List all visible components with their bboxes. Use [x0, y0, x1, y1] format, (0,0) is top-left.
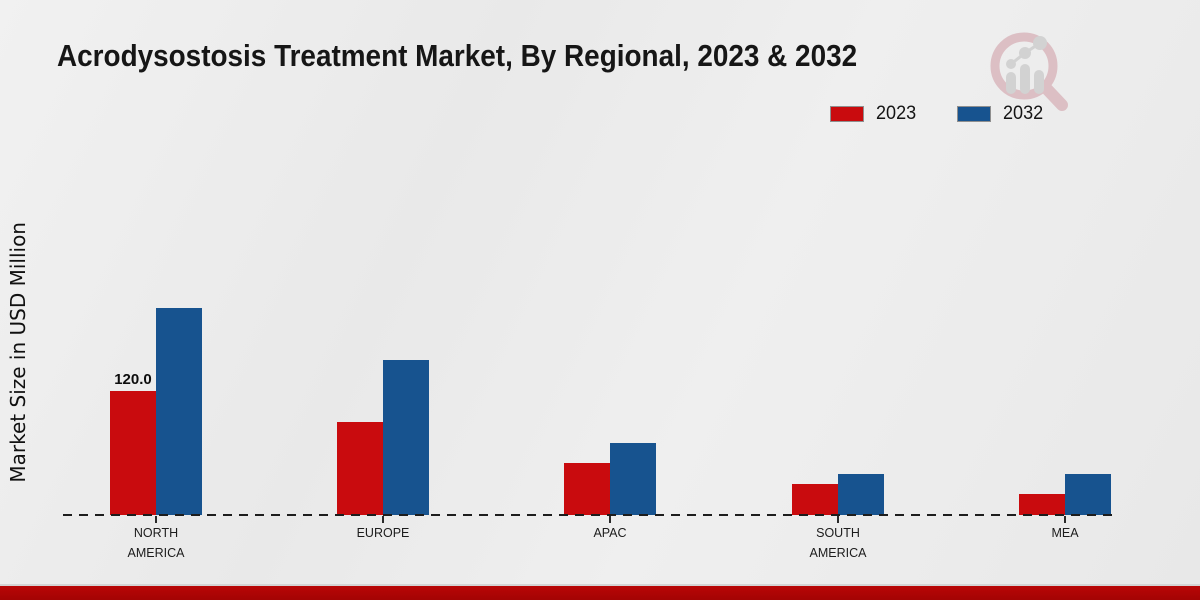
category-label-north-america: NORTH AMERICA [127, 526, 185, 561]
axis-tick-north-america [155, 516, 157, 523]
legend: 2023 2032 [830, 103, 1045, 125]
category-label-europe: EUROPE [356, 526, 410, 540]
legend-item-2023: 2023 [830, 103, 918, 125]
footer-brand-strip [0, 586, 1200, 600]
category-label-south-america: SOUTH AMERICA [809, 526, 867, 561]
legend-label-2023: 2023 [876, 103, 917, 124]
category-label-apac: APAC [593, 526, 627, 540]
axis-tick-europe [382, 516, 384, 523]
bar-2023-apac [564, 463, 610, 515]
bar-2023-south-america [792, 484, 838, 515]
bar-2032-apac [610, 442, 656, 515]
legend-label-2032: 2032 [1002, 103, 1043, 124]
bar-2032-north-america [156, 308, 202, 515]
axis-tick-mea [1064, 516, 1066, 523]
page-title: Acrodysostosis Treatment Market, By Regi… [57, 38, 858, 73]
magnifier-bar-chart-logo-icon [990, 32, 1068, 111]
bar-2023-mea [1019, 494, 1065, 515]
bar-2023-europe [337, 422, 383, 515]
bar-2023-north-america [110, 391, 156, 515]
x-axis-baseline [63, 514, 1113, 516]
legend-swatch-2023 [830, 106, 865, 122]
bar-2032-mea [1065, 473, 1111, 515]
axis-tick-apac [609, 516, 611, 523]
axis-tick-south-america [837, 516, 839, 523]
data-label-2023-north-america: 120.0 [114, 371, 152, 388]
legend-item-2032: 2032 [956, 103, 1045, 125]
bar-2032-europe [383, 360, 429, 515]
legend-swatch-2032 [956, 106, 991, 122]
bar-2032-south-america [838, 473, 884, 515]
category-label-mea: MEA [1051, 526, 1079, 540]
